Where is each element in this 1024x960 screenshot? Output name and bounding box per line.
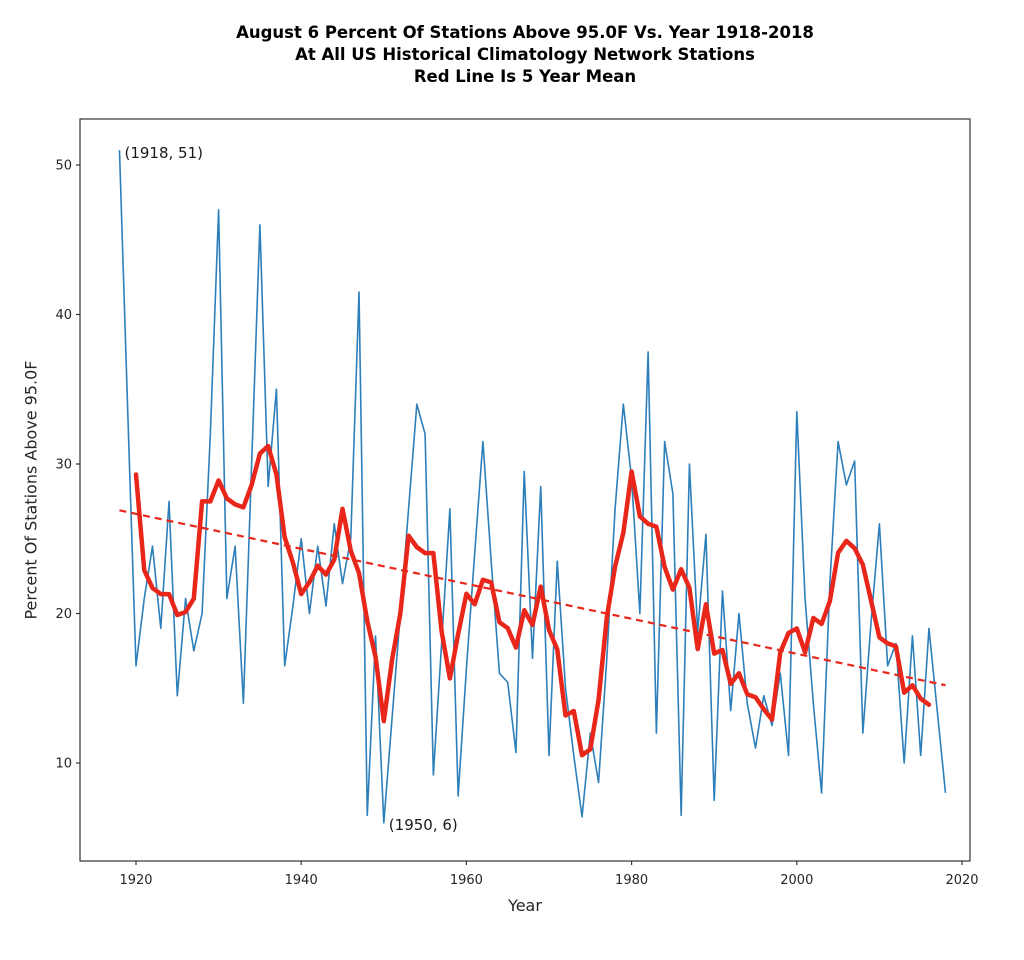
x-tick-label: 1920	[119, 873, 152, 888]
annual-series-line	[118, 150, 947, 824]
chart-title: August 6 Percent Of Stations Above 95.0F…	[236, 22, 814, 88]
x-tick-label: 1960	[450, 873, 483, 888]
five-year-mean-line	[133, 443, 932, 758]
trend-line	[119, 509, 946, 687]
x-tick-label: 1940	[285, 873, 318, 888]
x-tick-label: 2000	[780, 873, 813, 888]
chart-title-line-2: At All US Historical Climatology Network…	[295, 45, 755, 64]
y-tick-label: 20	[55, 607, 72, 622]
chart-title-line-3: Red Line Is 5 Year Mean	[413, 67, 637, 86]
plot-border	[79, 118, 971, 862]
y-tick-label: 10	[55, 757, 72, 772]
x-tick-label: 2020	[945, 873, 978, 888]
x-axis-label: Year	[508, 896, 542, 915]
x-tick-label: 1980	[615, 873, 648, 888]
y-tick-label: 40	[55, 308, 72, 323]
annotation-1918-51: (1918, 51)	[124, 144, 203, 162]
y-tick-label: 50	[55, 159, 72, 174]
annotation-1950-6: (1950, 6)	[389, 816, 458, 834]
y-axis-label: Percent Of Stations Above 95.0F	[21, 360, 41, 620]
chart-title-line-1: August 6 Percent Of Stations Above 95.0F…	[236, 23, 814, 42]
y-tick-label: 30	[55, 458, 72, 473]
